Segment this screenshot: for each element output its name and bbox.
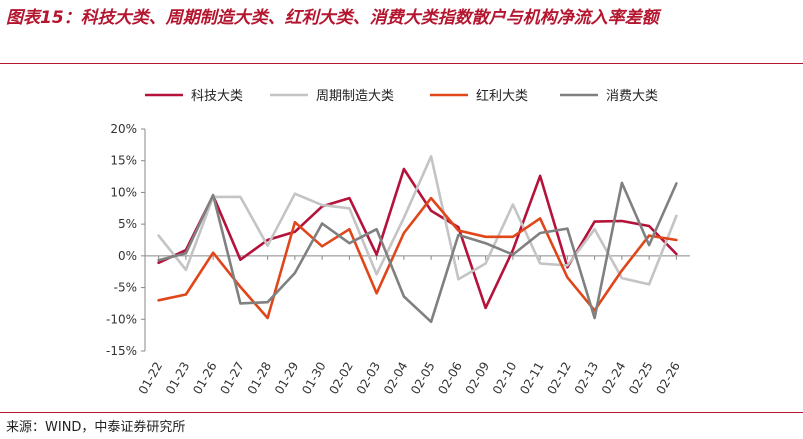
x-tick-label: 02-05 bbox=[408, 360, 438, 397]
chart-series bbox=[157, 155, 678, 324]
legend-label-1: 周期制造大类 bbox=[316, 89, 394, 104]
y-tick-label: -5% bbox=[114, 281, 137, 295]
x-tick-label: 01-26 bbox=[190, 360, 220, 397]
x-tick-label: 02-25 bbox=[626, 360, 656, 397]
y-tick-label: 20% bbox=[110, 122, 137, 136]
x-tick-label: 02-04 bbox=[381, 360, 411, 397]
legend-label-3: 消费大类 bbox=[606, 89, 658, 104]
x-tick-label: 02-12 bbox=[544, 360, 574, 397]
source-note: 来源：WIND，中泰证券研究所 bbox=[6, 420, 186, 435]
y-tick-label: 5% bbox=[118, 217, 137, 231]
x-tick-label: 01-30 bbox=[299, 360, 329, 397]
legend-label-2: 红利大类 bbox=[476, 88, 528, 104]
chart-legend: 科技大类 周期制造大类 红利大类 消费大类 bbox=[145, 88, 658, 104]
x-tick-label: 02-10 bbox=[490, 360, 520, 397]
y-tick-label: 0% bbox=[118, 249, 137, 263]
x-tick-label: 02-11 bbox=[517, 360, 547, 397]
y-tick-label: 10% bbox=[110, 185, 137, 199]
title-rule bbox=[0, 63, 803, 64]
x-tick-label: 01-22 bbox=[136, 360, 166, 397]
series-line-3 bbox=[157, 181, 678, 324]
x-tick-label: 02-13 bbox=[572, 360, 602, 397]
x-tick-label: 02-24 bbox=[599, 360, 629, 397]
x-tick-label: 02-26 bbox=[653, 360, 683, 397]
y-tick-label: -10% bbox=[106, 312, 137, 326]
x-tick-label: 02-06 bbox=[435, 360, 465, 397]
x-tick-label: 01-27 bbox=[217, 360, 247, 397]
legend-label-0: 科技大类 bbox=[191, 89, 243, 104]
chart-axes: -15%-10%-5%0%5%10%15%20%01-2201-2301-260… bbox=[106, 122, 690, 397]
x-tick-label: 01-28 bbox=[245, 360, 275, 397]
y-tick-label: -15% bbox=[106, 344, 137, 358]
x-tick-label: 02-03 bbox=[354, 360, 384, 397]
x-tick-label: 02-09 bbox=[463, 360, 493, 397]
x-tick-label: 02-02 bbox=[326, 360, 356, 397]
y-tick-label: 15% bbox=[110, 154, 137, 168]
x-tick-label: 01-23 bbox=[163, 360, 193, 397]
source-rule bbox=[0, 412, 803, 413]
x-tick-label: 01-29 bbox=[272, 360, 302, 397]
figure-title: 图表15：科技大类、周期制造大类、红利大类、消费大类指数散户与机构净流入率差额 bbox=[6, 8, 659, 28]
series-line-1 bbox=[157, 155, 678, 286]
